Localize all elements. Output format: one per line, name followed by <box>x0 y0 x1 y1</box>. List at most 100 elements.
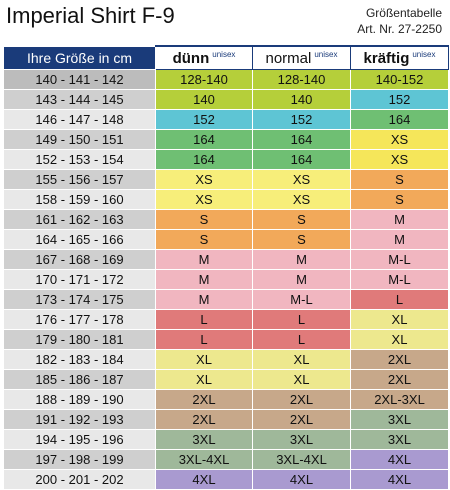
table-row: 173 - 174 - 175 M M-L L <box>3 289 449 310</box>
table-row: 155 - 156 - 157 XS XS S <box>3 169 449 190</box>
table-header-row: Ihre Größe in cm dünn unisex normal unisex… <box>3 45 449 70</box>
height-range: 146 - 147 - 148 <box>3 109 156 130</box>
table-row: 194 - 195 - 196 3XL 3XL 3XL <box>3 429 449 450</box>
size-cell: 140 <box>155 89 253 110</box>
size-cell: XS <box>155 189 253 210</box>
table-row: 185 - 186 - 187 XL XL 2XL <box>3 369 449 390</box>
article-info: Größentabelle Art. Nr. 27-2250 <box>357 5 442 37</box>
size-cell: 2XL <box>155 409 253 430</box>
size-cell: M <box>252 249 351 270</box>
size-cell: S <box>350 189 449 210</box>
height-range: 176 - 177 - 178 <box>3 309 156 330</box>
height-range: 155 - 156 - 157 <box>3 169 156 190</box>
size-cell: M <box>155 269 253 290</box>
size-cell: XS <box>350 149 449 170</box>
size-cell: L <box>155 309 253 330</box>
size-cell: XS <box>155 169 253 190</box>
height-range: 158 - 159 - 160 <box>3 189 156 210</box>
size-cell: M <box>155 289 253 310</box>
height-range: 167 - 168 - 169 <box>3 249 156 270</box>
table-row: 140 - 141 - 142 128-140 128-140 140-152 <box>3 69 449 90</box>
size-cell: 164 <box>252 149 351 170</box>
size-cell: M <box>350 229 449 250</box>
unisex-tag: unisex <box>212 50 236 60</box>
table-row: 197 - 198 - 199 3XL-4XL 3XL-4XL 4XL <box>3 449 449 470</box>
size-cell: M-L <box>252 289 351 310</box>
height-range: 143 - 144 - 145 <box>3 89 156 110</box>
height-range: 173 - 174 - 175 <box>3 289 156 310</box>
size-cell: 4XL <box>350 469 449 490</box>
table-body: 140 - 141 - 142 128-140 128-140 140-152 143 … <box>3 69 449 490</box>
height-range: 200 - 201 - 202 <box>3 469 156 490</box>
size-cell: 164 <box>252 129 351 150</box>
table-row: 200 - 201 - 202 4XL 4XL 4XL <box>3 469 449 490</box>
fit-name: kräftig <box>363 49 410 67</box>
table-row: 164 - 165 - 166 S S M <box>3 229 449 250</box>
height-range: 179 - 180 - 181 <box>3 329 156 350</box>
size-cell: XL <box>252 349 351 370</box>
size-cell: M-L <box>350 249 449 270</box>
page-title: Imperial Shirt F-9 <box>6 3 175 28</box>
size-cell: 2XL <box>252 409 351 430</box>
table-row: 167 - 168 - 169 M M M-L <box>3 249 449 270</box>
size-cell: XL <box>155 369 253 390</box>
height-range: 188 - 189 - 190 <box>3 389 156 410</box>
fit-name: normal <box>265 49 312 67</box>
size-cell: 164 <box>350 109 449 130</box>
column-header-size: Ihre Größe in cm <box>3 45 156 70</box>
size-cell: M <box>252 269 351 290</box>
table-row: 146 - 147 - 148 152 152 164 <box>3 109 449 130</box>
size-cell: XL <box>350 329 449 350</box>
height-range: 191 - 192 - 193 <box>3 409 156 430</box>
size-cell: 2XL-3XL <box>350 389 449 410</box>
size-cell: 4XL <box>252 469 351 490</box>
height-range: 161 - 162 - 163 <box>3 209 156 230</box>
size-cell: XS <box>252 169 351 190</box>
size-cell: 3XL <box>155 429 253 450</box>
size-cell: XL <box>350 309 449 330</box>
size-cell: 152 <box>155 109 253 130</box>
size-cell: S <box>155 209 253 230</box>
column-header-kraeftig: kräftig unisex <box>350 45 449 70</box>
size-cell: 4XL <box>155 469 253 490</box>
height-range: 182 - 183 - 184 <box>3 349 156 370</box>
size-cell: 164 <box>155 149 253 170</box>
height-range: 170 - 171 - 172 <box>3 269 156 290</box>
size-cell: 128-140 <box>252 69 351 90</box>
size-cell: 3XL-4XL <box>155 449 253 470</box>
size-table: Ihre Größe in cm dünn unisex normal unisex… <box>3 45 449 490</box>
size-cell: 3XL <box>350 429 449 450</box>
table-row: 182 - 183 - 184 XL XL 2XL <box>3 349 449 370</box>
unisex-tag: unisex <box>412 50 436 60</box>
size-cell: XL <box>252 369 351 390</box>
fit-name: dünn <box>172 49 210 67</box>
article-number: Art. Nr. 27-2250 <box>357 22 442 36</box>
table-row: 161 - 162 - 163 S S M <box>3 209 449 230</box>
size-cell: 152 <box>252 109 351 130</box>
size-cell: XS <box>252 189 351 210</box>
size-cell: S <box>252 229 351 250</box>
size-cell: L <box>155 329 253 350</box>
size-cell: 2XL <box>155 389 253 410</box>
size-cell: L <box>252 309 351 330</box>
size-cell: S <box>252 209 351 230</box>
size-cell: S <box>350 169 449 190</box>
height-range: 140 - 141 - 142 <box>3 69 156 90</box>
size-cell: 140-152 <box>350 69 449 90</box>
size-cell: L <box>350 289 449 310</box>
size-cell: M <box>350 209 449 230</box>
size-cell: 4XL <box>350 449 449 470</box>
size-cell: XL <box>155 349 253 370</box>
size-cell: 2XL <box>252 389 351 410</box>
size-cell: S <box>155 229 253 250</box>
size-chart-label: Größentabelle <box>365 6 442 20</box>
size-cell: M <box>155 249 253 270</box>
size-cell: 3XL <box>252 429 351 450</box>
size-cell: 128-140 <box>155 69 253 90</box>
table-row: 149 - 150 - 151 164 164 XS <box>3 129 449 150</box>
height-range: 197 - 198 - 199 <box>3 449 156 470</box>
table-row: 191 - 192 - 193 2XL 2XL 3XL <box>3 409 449 430</box>
table-row: 158 - 159 - 160 XS XS S <box>3 189 449 210</box>
size-cell: M-L <box>350 269 449 290</box>
page-header: Imperial Shirt F-9 Größentabelle Art. Nr… <box>0 0 450 46</box>
